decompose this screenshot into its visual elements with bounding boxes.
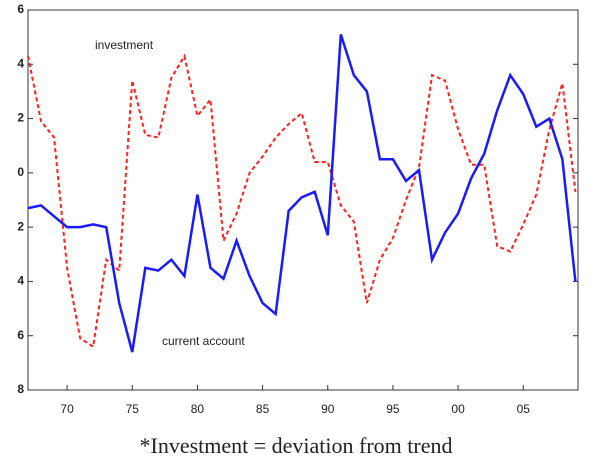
- y-tick-label: 8: [17, 382, 24, 396]
- y-tick-label: 4: [17, 274, 24, 288]
- x-tick-label: 80: [191, 402, 205, 416]
- series-label: investment: [95, 38, 154, 52]
- x-tick-label: 70: [60, 402, 74, 416]
- series-label: current account: [162, 334, 245, 348]
- x-tick-label: 85: [256, 402, 270, 416]
- x-tick-label: 75: [126, 402, 140, 416]
- series-line: [27, 34, 577, 353]
- y-tick-label: 4: [17, 56, 24, 70]
- y-tick-label: 6: [17, 2, 24, 16]
- x-tick-label: 00: [451, 402, 465, 416]
- y-tick-label: 2: [17, 111, 24, 125]
- x-tick-label: 05: [517, 402, 531, 416]
- plot-frame: [27, 9, 579, 391]
- x-tick-label: 90: [321, 402, 335, 416]
- y-tick-label: 0: [17, 165, 24, 179]
- y-tick-label: 2: [17, 219, 24, 233]
- x-tick-label: 95: [386, 402, 400, 416]
- caption: *Investment = deviation from trend: [140, 433, 453, 458]
- y-tick-label: 6: [17, 328, 24, 342]
- series-line: [27, 53, 577, 349]
